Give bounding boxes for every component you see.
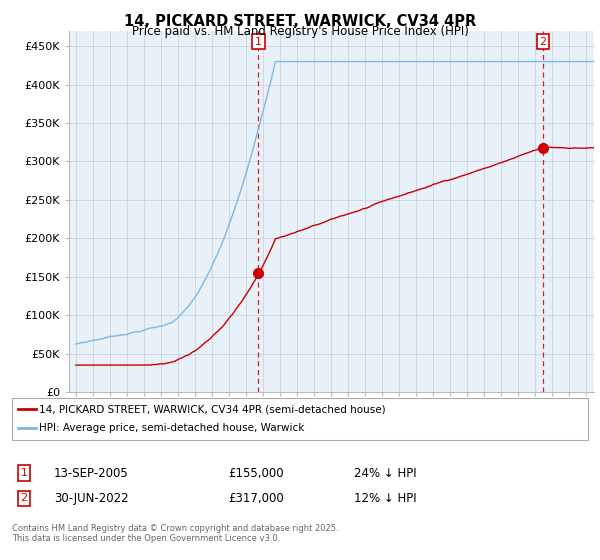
Text: 1: 1 [255,36,262,46]
Text: Price paid vs. HM Land Registry's House Price Index (HPI): Price paid vs. HM Land Registry's House … [131,25,469,38]
Text: 12% ↓ HPI: 12% ↓ HPI [354,492,416,505]
Text: 14, PICKARD STREET, WARWICK, CV34 4PR (semi-detached house): 14, PICKARD STREET, WARWICK, CV34 4PR (s… [39,404,386,414]
Text: £155,000: £155,000 [228,466,284,480]
Text: 14, PICKARD STREET, WARWICK, CV34 4PR: 14, PICKARD STREET, WARWICK, CV34 4PR [124,14,476,29]
Text: 2: 2 [20,493,28,503]
Text: 13-SEP-2005: 13-SEP-2005 [54,466,129,480]
Text: Contains HM Land Registry data © Crown copyright and database right 2025.: Contains HM Land Registry data © Crown c… [12,524,338,533]
Text: 30-JUN-2022: 30-JUN-2022 [54,492,128,505]
Text: This data is licensed under the Open Government Licence v3.0.: This data is licensed under the Open Gov… [12,534,280,543]
Text: 1: 1 [20,468,28,478]
Text: 2: 2 [539,36,547,46]
Text: 24% ↓ HPI: 24% ↓ HPI [354,466,416,480]
Text: HPI: Average price, semi-detached house, Warwick: HPI: Average price, semi-detached house,… [39,423,304,433]
Text: £317,000: £317,000 [228,492,284,505]
